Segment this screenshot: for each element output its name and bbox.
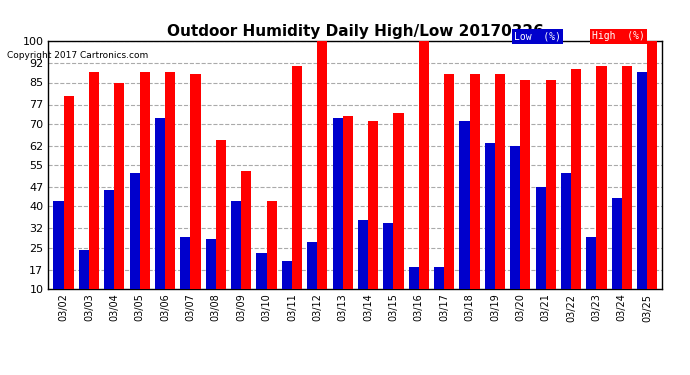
Text: High  (%): High (%) (592, 32, 645, 41)
Bar (383, 223, 393, 289)
Bar (571, 69, 581, 289)
Bar (611, 198, 622, 289)
Bar (231, 201, 241, 289)
Bar (596, 66, 607, 289)
Bar (292, 66, 302, 289)
Bar (469, 74, 480, 289)
Bar (155, 118, 165, 289)
Bar (535, 187, 546, 289)
Bar (266, 201, 277, 289)
Bar (495, 74, 505, 289)
Bar (216, 140, 226, 289)
Bar (282, 261, 292, 289)
Bar (89, 72, 99, 289)
Bar (79, 250, 89, 289)
Bar (180, 237, 190, 289)
Bar (647, 41, 658, 289)
Bar (165, 72, 175, 289)
Bar (586, 237, 596, 289)
Bar (358, 220, 368, 289)
Bar (408, 267, 419, 289)
Bar (307, 242, 317, 289)
Bar (104, 190, 115, 289)
Bar (520, 80, 531, 289)
Bar (444, 74, 454, 289)
Bar (368, 121, 378, 289)
Bar (637, 72, 647, 289)
Bar (317, 41, 328, 289)
Bar (53, 201, 63, 289)
Bar (546, 80, 556, 289)
Bar (130, 173, 139, 289)
Bar (419, 41, 429, 289)
Bar (561, 173, 571, 289)
Title: Outdoor Humidity Daily High/Low 20170326: Outdoor Humidity Daily High/Low 20170326 (167, 24, 544, 39)
Bar (622, 66, 632, 289)
Bar (115, 82, 124, 289)
Bar (393, 113, 404, 289)
Bar (460, 121, 469, 289)
Bar (139, 72, 150, 289)
Bar (190, 74, 201, 289)
Bar (241, 171, 251, 289)
Bar (434, 267, 444, 289)
Bar (510, 146, 520, 289)
Bar (343, 116, 353, 289)
Bar (333, 118, 343, 289)
Text: Low  (%): Low (%) (514, 32, 561, 41)
Bar (63, 96, 74, 289)
Bar (206, 239, 216, 289)
Text: Copyright 2017 Cartronics.com: Copyright 2017 Cartronics.com (7, 51, 148, 60)
Bar (257, 253, 266, 289)
Bar (485, 143, 495, 289)
